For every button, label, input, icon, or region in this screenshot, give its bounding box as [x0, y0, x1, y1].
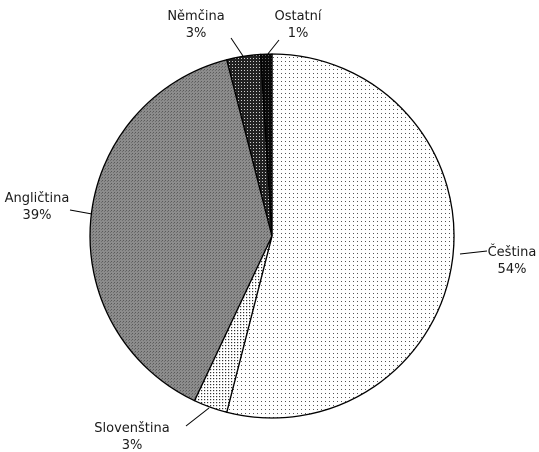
leader-line — [459, 250, 488, 255]
leader-line — [266, 39, 280, 56]
leader-line — [230, 37, 244, 57]
pie-slice — [259, 53, 273, 237]
slice-label: Němčina — [167, 9, 224, 24]
leader-lines — [69, 37, 488, 427]
slice-label: Ostatní — [274, 9, 321, 24]
leader-line — [185, 407, 210, 427]
slice-percent-label: 54% — [498, 262, 527, 277]
pie-slice — [89, 58, 273, 402]
slice-percent-label: 3% — [122, 438, 143, 452]
pie-slice — [225, 53, 455, 419]
slice-label: Čeština — [488, 244, 537, 260]
slice-labels: Čeština 54% Slovenština 3% Angličtina 39% Němč… — [5, 9, 537, 452]
leader-line — [69, 209, 93, 215]
slice-percent-label: 1% — [288, 26, 309, 41]
slice-label: Slovenština — [94, 421, 169, 436]
slice-percent-label: 3% — [186, 26, 207, 41]
pie-slices — [89, 53, 455, 419]
slice-percent-label: 39% — [23, 208, 52, 223]
slice-label: Angličtina — [5, 191, 70, 206]
